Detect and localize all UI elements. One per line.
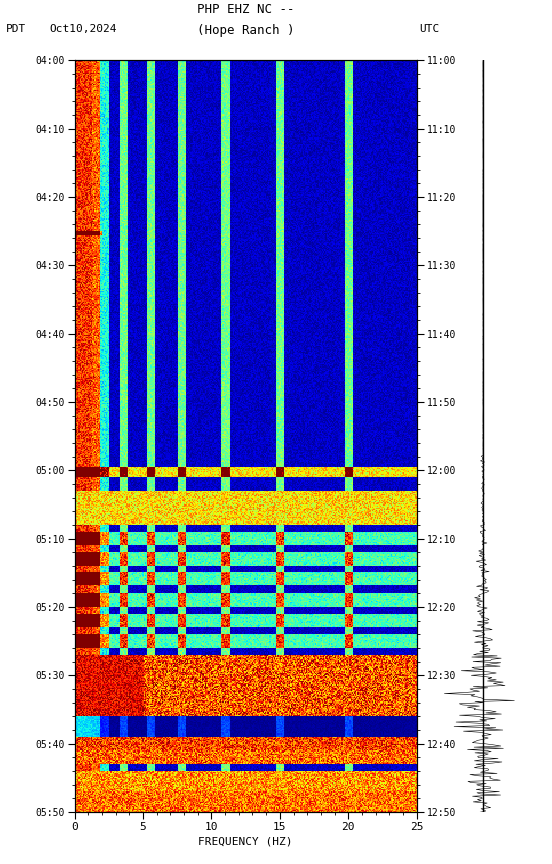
Text: PHP EHZ NC --: PHP EHZ NC -- [197, 3, 294, 16]
Text: (Hope Ranch ): (Hope Ranch ) [197, 24, 294, 37]
Text: Oct10,2024: Oct10,2024 [50, 24, 117, 35]
X-axis label: FREQUENCY (HZ): FREQUENCY (HZ) [198, 836, 293, 846]
Text: UTC: UTC [420, 24, 440, 35]
Text: PDT: PDT [6, 24, 26, 35]
